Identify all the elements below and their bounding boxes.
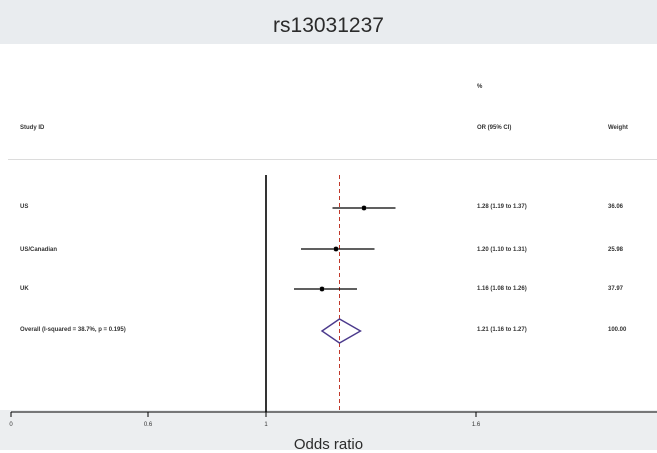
point-estimate bbox=[319, 286, 325, 292]
study-ci-text: 1.16 (1.08 to 1.26) bbox=[477, 286, 527, 292]
overall-diamond bbox=[320, 318, 362, 344]
overall-label: Overall (I-squared = 38.7%, p = 0.195) bbox=[20, 327, 126, 333]
x-tick-label: 0 bbox=[9, 422, 13, 428]
overall-weight-text: 100.00 bbox=[608, 327, 627, 333]
point-estimate bbox=[333, 246, 339, 252]
chart-title: rs13031237 bbox=[273, 14, 384, 37]
study-weight-text: 37.97 bbox=[608, 286, 624, 292]
study-weight-text: 25.98 bbox=[608, 247, 624, 253]
or-ci-header: OR (95% CI) bbox=[477, 125, 512, 131]
study-weight-text: 36.06 bbox=[608, 204, 624, 210]
weight-percent-header: % bbox=[477, 84, 483, 90]
study-id-header: Study ID bbox=[20, 125, 45, 131]
study-ci-text: 1.20 (1.10 to 1.31) bbox=[477, 247, 527, 253]
x-tick-label: 1 bbox=[264, 422, 268, 428]
study-ci-text: 1.28 (1.19 to 1.37) bbox=[477, 204, 527, 210]
title-band bbox=[0, 0, 657, 44]
x-tick-label: 0.6 bbox=[144, 422, 153, 428]
overall-ci-text: 1.21 (1.16 to 1.27) bbox=[477, 327, 527, 333]
header-divider bbox=[8, 159, 657, 160]
axis-band bbox=[0, 410, 657, 450]
study-label: US bbox=[20, 204, 29, 210]
weight-header: Weight bbox=[608, 125, 628, 131]
x-tick-label: 1.6 bbox=[472, 422, 481, 428]
study-label: UK bbox=[20, 286, 29, 292]
x-axis-label: Odds ratio bbox=[293, 436, 364, 453]
study-label: US/Canadian bbox=[20, 247, 58, 253]
plot-panel bbox=[8, 44, 657, 410]
point-estimate bbox=[361, 205, 367, 211]
